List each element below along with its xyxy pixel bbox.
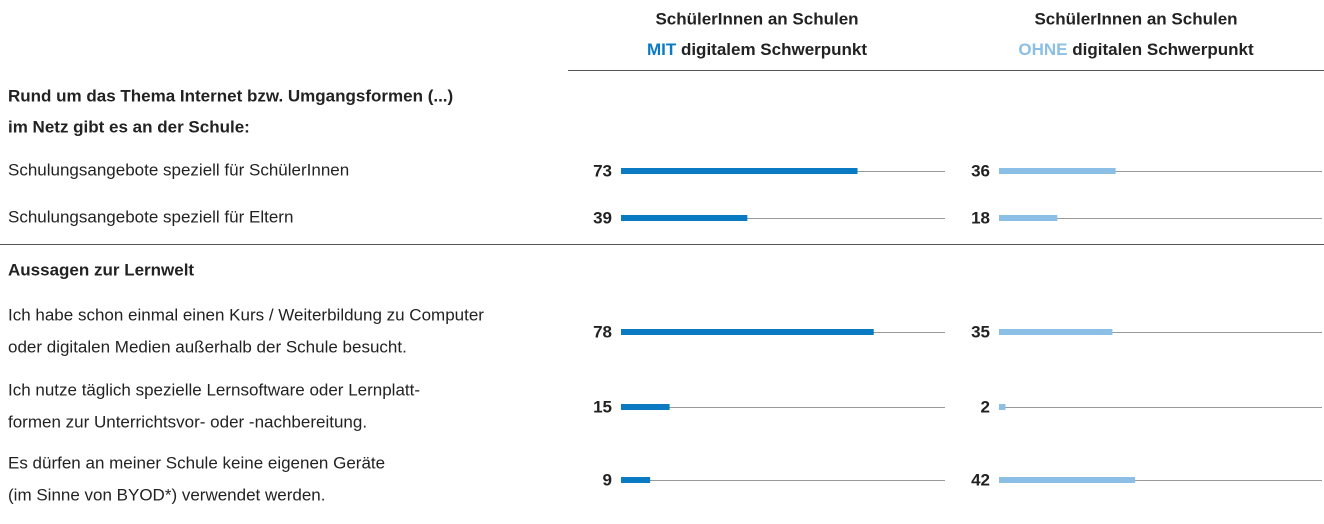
bar	[621, 477, 651, 483]
section-title: Rund um das Thema Internet bzw. Umgangsf…	[8, 86, 453, 105]
row-label: Schulungsangebote speziell für SchülerIn…	[8, 160, 349, 179]
header-text: digitalem Schwerpunkt	[681, 40, 867, 59]
bar	[999, 404, 1006, 410]
value-label: 78	[593, 322, 612, 341]
row-label: Es dürfen an meiner Schule keine eigenen…	[8, 453, 385, 472]
value-label: 18	[971, 208, 990, 227]
header-highlight: MIT	[647, 40, 677, 59]
value-label: 42	[971, 470, 990, 489]
row-label: (im Sinne von BYOD*) verwendet werden.	[8, 485, 325, 504]
row-label: Ich habe schon einmal einen Kurs / Weite…	[8, 305, 484, 324]
value-label: 9	[603, 470, 612, 489]
bar	[999, 215, 1058, 221]
row-label: formen zur Unterrichtsvor- oder -nachber…	[8, 412, 367, 431]
bar	[999, 329, 1113, 335]
bar	[999, 168, 1116, 174]
bar	[621, 168, 858, 174]
bar	[621, 215, 748, 221]
value-label: 39	[593, 208, 612, 227]
column-header: OHNE digitalen Schwerpunkt	[1018, 40, 1254, 59]
value-label: 2	[981, 397, 990, 416]
header-highlight: OHNE	[1018, 40, 1067, 59]
header-text: digitalen Schwerpunkt	[1072, 40, 1254, 59]
column-header: MIT digitalem Schwerpunkt	[647, 40, 867, 59]
bar	[621, 329, 874, 335]
section-title: im Netz gibt es an der Schule:	[8, 117, 250, 136]
row-label: Ich nutze täglich spezielle Lernsoftware…	[8, 380, 420, 399]
row-label: oder digitalen Medien außerhalb der Schu…	[8, 337, 407, 356]
value-label: 36	[971, 161, 990, 180]
value-label: 15	[593, 397, 612, 416]
column-header: SchülerInnen an Schulen	[1034, 9, 1237, 28]
value-label: 73	[593, 161, 612, 180]
section-title: Aussagen zur Lernwelt	[8, 260, 194, 279]
bar	[621, 404, 670, 410]
value-label: 35	[971, 322, 990, 341]
bar	[999, 477, 1136, 483]
row-label: Schulungsangebote speziell für Eltern	[8, 207, 293, 226]
column-header: SchülerInnen an Schulen	[655, 9, 858, 28]
